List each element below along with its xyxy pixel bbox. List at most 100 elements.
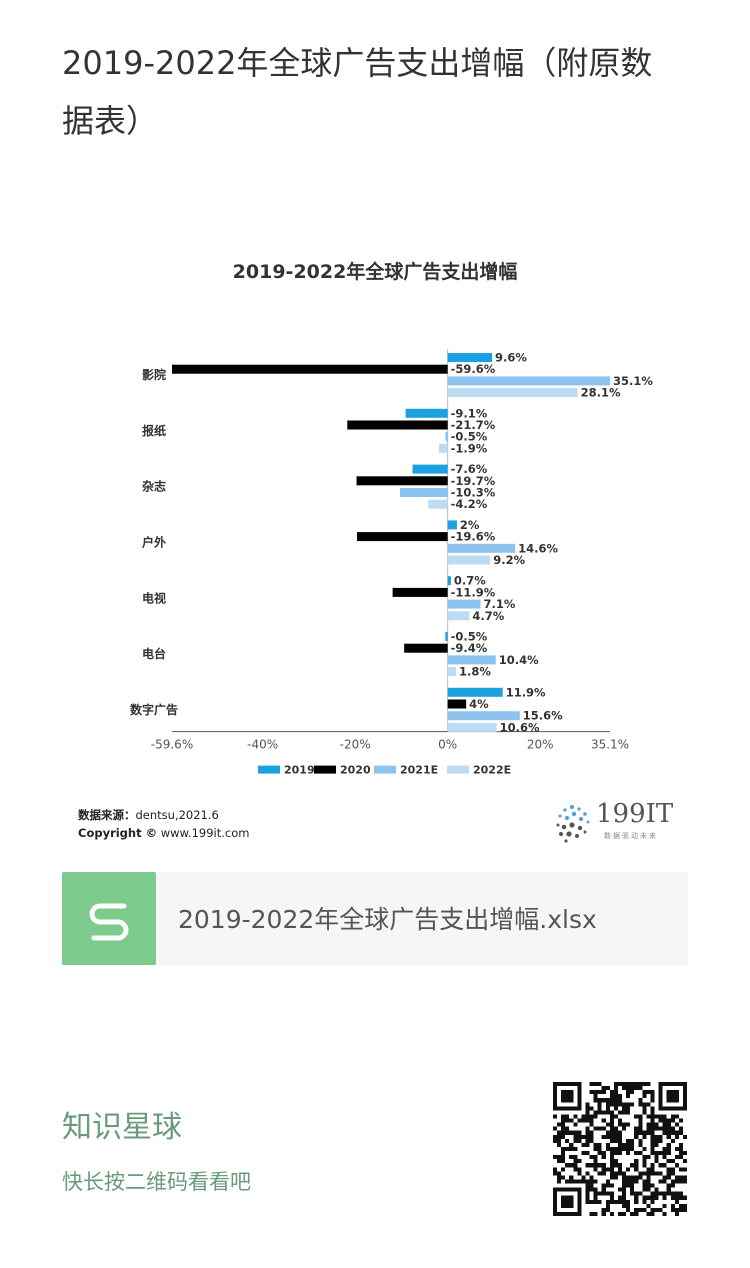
qr-module [642,1106,647,1111]
qr-module [597,1098,602,1103]
qr-module [561,1130,566,1135]
qr-module [589,1106,594,1111]
data-label: 15.6% [523,709,563,723]
qr-module [617,1110,623,1115]
qr-module [626,1110,631,1115]
qr-module [626,1175,631,1180]
qr-module [597,1142,602,1147]
qr-module [605,1183,610,1188]
qr-module [622,1082,627,1087]
qr-module [561,1146,566,1152]
qr-module [642,1179,647,1184]
qr-module [617,1122,623,1127]
file-name[interactable]: 2019-2022年全球广告支出增幅.xlsx [178,905,597,934]
qr-module [642,1163,647,1168]
bar-2021E [447,543,516,553]
qr-module [589,1155,594,1160]
qr-module [634,1167,639,1172]
qr-module [613,1130,618,1135]
qr-module [630,1142,635,1147]
qr-module [581,1118,586,1123]
qr-module [646,1082,651,1087]
qr-module [634,1191,639,1196]
qr-module [601,1187,606,1192]
qr-module [650,1090,655,1095]
qr-module [581,1179,586,1184]
qr-module [585,1130,590,1135]
qr-module [678,1126,683,1131]
qr-module [674,1199,679,1204]
footer-title: 知识星球 [62,1110,182,1145]
qr-module [634,1195,639,1200]
qr-module [654,1195,659,1200]
qr-module [569,1163,574,1168]
qr-module [569,1142,574,1147]
category-label: 户外 [142,534,166,549]
qr-module [674,1195,679,1200]
legend-label: 2022E [473,764,511,777]
qr-module [662,1191,667,1196]
x-tick-label: -40% [247,738,278,752]
qr-module [585,1102,590,1107]
qr-module [613,1146,618,1152]
qr-module [662,1155,667,1160]
qr-module [670,1126,675,1131]
bar-2021E [447,655,496,665]
qr-code[interactable] [553,1082,687,1216]
qr-module [553,1138,558,1143]
qr-module [674,1179,679,1184]
qr-module [654,1142,659,1147]
data-label: -0.5% [451,630,488,644]
qr-module [642,1110,647,1115]
qr-module [601,1191,606,1196]
qr-module [650,1110,655,1115]
qr-module [569,1179,574,1184]
qr-module [638,1122,643,1127]
qr-module [642,1199,647,1204]
qr-module [565,1118,570,1123]
qr-module [577,1138,582,1143]
qr-module [638,1151,643,1156]
qr-module [642,1102,647,1107]
qr-module [585,1179,590,1184]
qr-module [601,1126,606,1131]
qr-module [630,1183,635,1188]
x-tick-label: -59.6% [151,738,193,752]
brand-name: 199IT [596,799,674,829]
qr-module [589,1090,594,1095]
qr-module [557,1155,562,1160]
qr-module [658,1126,663,1131]
qr-module [646,1167,651,1172]
bar-2019 [447,520,457,530]
category-label: 报纸 [142,423,166,438]
qr-module [626,1167,631,1172]
qr-module [585,1183,590,1188]
legend-label: 2021E [400,764,438,777]
data-label: 35.1% [613,374,653,388]
bar-2021E [400,488,448,497]
bar-2020 [172,364,448,374]
bar-2019 [405,408,448,418]
qr-module [597,1151,602,1156]
qr-module [573,1179,578,1184]
qr-module [601,1110,606,1115]
data-label: -0.5% [451,430,488,444]
qr-module [654,1171,659,1176]
qr-module [646,1175,651,1180]
qr-module [593,1082,598,1087]
qr-module [654,1122,659,1127]
qr-module [613,1175,618,1180]
attachment-file-card[interactable]: 2019-2022年全球广告支出增幅.xlsx [62,872,688,965]
qr-module [662,1118,667,1123]
qr-module [662,1126,667,1131]
qr-module [561,1126,566,1131]
qr-module [577,1130,582,1135]
qr-module [597,1106,602,1111]
qr-module [585,1106,590,1111]
qr-module [569,1155,574,1160]
qr-module [678,1130,683,1135]
qr-module [573,1130,578,1135]
qr-module [613,1163,618,1168]
qr-module [585,1199,590,1204]
qr-module [630,1211,635,1216]
